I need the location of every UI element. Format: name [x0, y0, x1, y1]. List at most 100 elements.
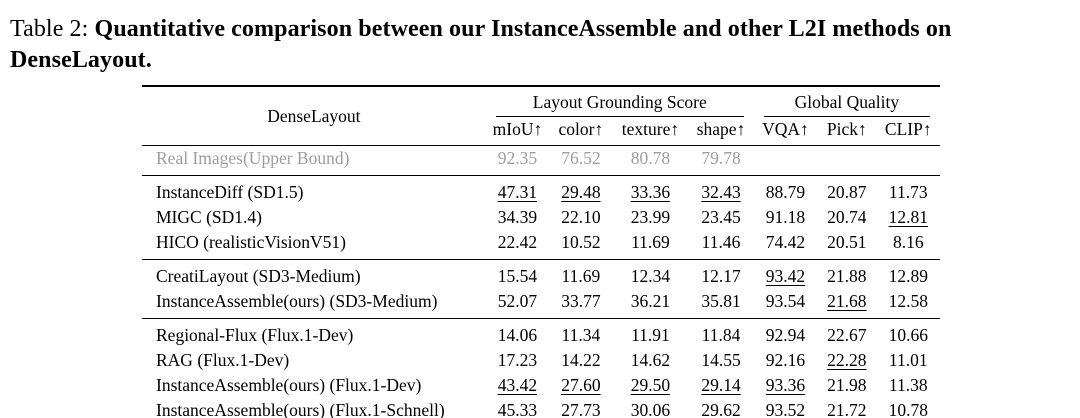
column-header-clip: CLIP↑: [876, 117, 940, 147]
metric-cell: 11.91: [612, 318, 689, 349]
metric-cell: 20.51: [827, 232, 867, 253]
metric-cell: 14.62: [630, 350, 671, 371]
metric-cell: 14.06: [485, 318, 550, 349]
column-header-texture: texture↑: [612, 117, 689, 147]
metric-cell: 92.35: [497, 148, 538, 169]
metric-cell: 12.58: [888, 291, 928, 312]
method-name-cell: Real Images(Upper Bound): [156, 148, 350, 169]
metric-cell: [877, 146, 940, 176]
metric-cell: 93.42: [753, 259, 818, 290]
method-name-cell: InstanceDiff (SD1.5): [142, 175, 486, 206]
metric-cell: 33.77: [561, 291, 601, 312]
metric-cell: 8.16: [892, 232, 924, 253]
method-name-cell: MIGC (SD1.4): [156, 207, 262, 228]
metric-cell: 12.34: [612, 259, 689, 290]
metric-cell: 79.78: [701, 148, 741, 169]
caption-label: Table 2:: [10, 16, 89, 42]
metric-cell: 22.67: [817, 318, 877, 349]
metric-cell: 10.52: [561, 232, 601, 253]
table-row: MIGC (SD1.4) 34.39 22.10 23.99 23.45 91.18 20.…: [142, 205, 940, 230]
metric-cell: 11.69: [631, 232, 670, 253]
metric-cell: 35.81: [701, 291, 741, 312]
metric-cell: 23.45: [701, 207, 741, 228]
column-header-miou: mIoU↑: [485, 117, 550, 147]
metric-cell: 76.52: [561, 148, 601, 169]
metric-cell: 22.28: [827, 350, 867, 371]
table-row: InstanceAssemble(ours) (Flux.1-Schnell) 4…: [142, 398, 940, 418]
group-header-global-quality: Global Quality: [754, 86, 940, 118]
method-name-cell: RAG (Flux.1-Dev): [156, 350, 290, 371]
metric-cell: 11.01: [888, 350, 928, 371]
method-name-cell: InstanceAssemble(ours) (SD3-Medium): [156, 291, 438, 312]
metric-cell: 20.87: [817, 175, 877, 206]
metric-cell: 80.78: [630, 148, 671, 169]
metric-cell: 93.36: [765, 375, 806, 396]
table-row: InstanceDiff (SD1.5) 47.31 29.48 33.36 32.43…: [142, 175, 940, 206]
column-header-row: mIoU↑ color↑ texture↑ shape↑ VQA↑ Pick↑ …: [142, 117, 940, 147]
method-name-cell: InstanceAssemble(ours) (Flux.1-Dev): [156, 375, 422, 396]
metric-cell: 21.98: [827, 375, 867, 396]
metric-cell: 92.94: [753, 318, 818, 349]
column-header-vqa: VQA↑: [753, 117, 818, 147]
table-row: RAG (Flux.1-Dev) 17.23 14.22 14.62 14.55 92.1…: [142, 348, 940, 373]
table-row: Regional-Flux (Flux.1-Dev) 14.06 11.34 11.9…: [142, 318, 940, 349]
caption-text: Quantitative comparison between our Inst…: [10, 16, 952, 73]
metric-cell: 10.66: [876, 318, 940, 349]
table-row: InstanceAssemble(ours) (Flux.1-Dev) 43.42…: [142, 373, 940, 398]
table-row: InstanceAssemble(ours) (SD3-Medium) 52.07…: [142, 289, 940, 319]
method-name-cell: Regional-Flux (Flux.1-Dev): [142, 318, 486, 349]
metric-cell: 22.42: [497, 232, 538, 253]
metric-cell: 11.69: [549, 259, 613, 290]
metric-cell: 29.50: [630, 375, 671, 396]
group-header-global-quality-label: Global Quality: [763, 92, 930, 118]
metric-cell: 20.74: [827, 207, 867, 228]
metric-cell: 11.73: [876, 175, 940, 206]
metric-cell: 11.34: [549, 318, 613, 349]
table-row: Real Images(Upper Bound) 92.35 76.52 80.78 7…: [142, 146, 940, 176]
metric-cell: 23.99: [630, 207, 671, 228]
corner-header: DenseLayout: [142, 86, 486, 147]
table-row: HICO (realisticVisionV51) 22.42 10.52 11.69…: [142, 230, 940, 260]
metric-cell: 36.21: [630, 291, 671, 312]
metric-cell: 29.48: [549, 175, 613, 206]
metric-cell: 33.36: [612, 175, 689, 206]
metric-cell: 27.73: [561, 400, 601, 418]
metric-cell: 34.39: [497, 207, 538, 228]
metric-cell: 22.10: [561, 207, 601, 228]
metric-cell: 11.46: [701, 232, 741, 253]
metric-cell: 12.89: [876, 259, 940, 290]
table-caption: Table 2: Quantitative comparison between…: [0, 0, 1080, 75]
group-header-layout-grounding-label: Layout Grounding Score: [495, 92, 744, 118]
metric-cell: 91.18: [765, 207, 806, 228]
metric-cell: 15.54: [485, 259, 550, 290]
metric-cell: [817, 146, 876, 176]
metric-cell: 43.42: [497, 375, 538, 396]
metric-cell: 27.60: [561, 375, 601, 396]
metric-cell: 21.68: [827, 291, 867, 312]
metric-cell: 52.07: [497, 291, 538, 312]
metric-cell: 93.52: [765, 400, 806, 418]
metric-cell: 12.81: [888, 207, 928, 228]
method-name-cell: HICO (realisticVisionV51): [156, 232, 346, 253]
method-name-cell: CreatiLayout (SD3-Medium): [142, 259, 486, 290]
table-row: CreatiLayout (SD3-Medium) 15.54 11.69 12.34…: [142, 259, 940, 290]
metric-cell: 88.79: [753, 175, 818, 206]
metric-cell: 11.84: [688, 318, 754, 349]
column-header-pick: Pick↑: [817, 117, 877, 147]
group-header-layout-grounding: Layout Grounding Score: [486, 86, 754, 118]
group-header-row: DenseLayout Layout Grounding Score Globa…: [142, 86, 940, 147]
column-header-shape: shape↑: [688, 117, 754, 147]
metric-cell: 29.62: [701, 400, 741, 418]
metric-cell: 30.06: [630, 400, 671, 418]
metric-cell: 10.78: [888, 400, 928, 418]
results-table: DenseLayout Layout Grounding Score Globa…: [142, 85, 940, 418]
metric-cell: [754, 146, 817, 176]
metric-cell: 93.54: [765, 291, 806, 312]
column-header-color: color↑: [549, 117, 613, 147]
metric-cell: 21.88: [817, 259, 877, 290]
method-name-cell: InstanceAssemble(ours) (Flux.1-Schnell): [156, 400, 445, 418]
results-table-container: DenseLayout Layout Grounding Score Globa…: [142, 85, 1080, 418]
metric-cell: 92.16: [765, 350, 806, 371]
metric-cell: 14.22: [561, 350, 601, 371]
metric-cell: 21.72: [827, 400, 867, 418]
